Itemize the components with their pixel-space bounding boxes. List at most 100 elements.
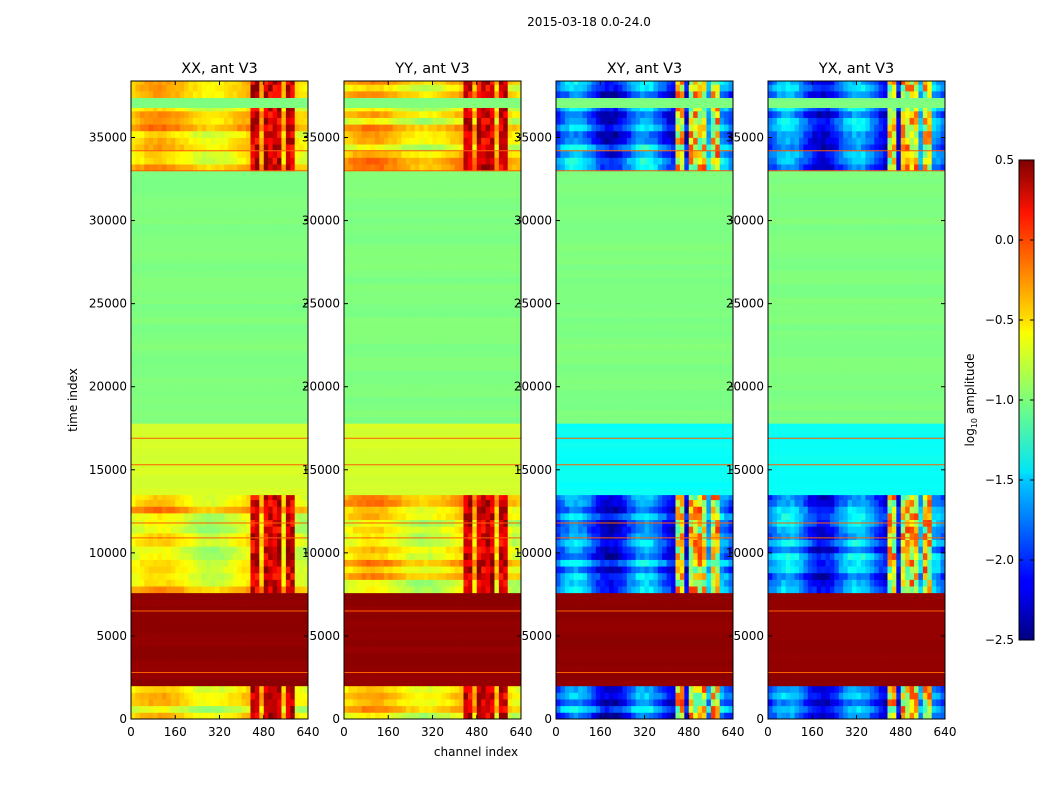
heatmap-cell bbox=[441, 579, 447, 587]
heatmap-cell bbox=[303, 625, 308, 634]
heatmap-cell bbox=[153, 454, 158, 462]
heatmap-cell bbox=[263, 84, 269, 92]
heatmap-cell bbox=[135, 84, 141, 92]
heatmap-cell bbox=[290, 665, 296, 673]
heatmap-cell bbox=[285, 645, 291, 653]
heatmap-cell bbox=[192, 170, 198, 178]
heatmap-cell bbox=[210, 552, 216, 560]
heatmap-cell bbox=[219, 488, 225, 496]
heatmap-cell bbox=[206, 237, 212, 245]
heatmap-cell bbox=[197, 712, 203, 719]
heatmap-cell bbox=[290, 416, 296, 424]
heatmap-cell bbox=[232, 316, 238, 324]
heatmap-cell bbox=[423, 559, 429, 567]
heatmap-cell bbox=[494, 665, 500, 673]
heatmap-cell bbox=[175, 117, 181, 125]
heatmap-cell bbox=[454, 592, 460, 600]
heatmap-cell bbox=[303, 303, 308, 311]
heatmap-cell bbox=[490, 679, 495, 687]
heatmap-cell bbox=[241, 423, 247, 429]
heatmap-cell bbox=[281, 370, 287, 378]
heatmap-cell bbox=[250, 210, 256, 218]
heatmap-cell bbox=[285, 170, 291, 178]
heatmap-cell bbox=[157, 499, 163, 507]
heatmap-cell bbox=[285, 144, 291, 152]
heatmap-cell bbox=[263, 390, 269, 398]
heatmap-cell bbox=[201, 599, 207, 607]
heatmap-cell bbox=[131, 599, 136, 607]
heatmap-cell bbox=[392, 552, 398, 560]
heatmap-cell bbox=[131, 539, 136, 547]
heatmap-cell bbox=[232, 606, 238, 614]
heatmap-cell bbox=[498, 625, 504, 634]
heatmap-cell bbox=[263, 217, 269, 225]
heatmap-cell bbox=[410, 699, 416, 707]
heatmap-cell bbox=[290, 652, 296, 660]
heatmap-cell bbox=[290, 336, 296, 344]
heatmap-cell bbox=[250, 197, 256, 205]
heatmap-cell bbox=[290, 403, 296, 411]
heatmap-cell bbox=[135, 672, 141, 680]
heatmap-cell bbox=[210, 137, 216, 145]
heatmap-cell bbox=[219, 552, 225, 560]
heatmap-cell bbox=[259, 117, 265, 125]
heatmap-cell bbox=[254, 263, 260, 271]
heatmap-cell bbox=[263, 184, 269, 192]
heatmap-cell bbox=[361, 632, 367, 640]
heatmap-cell bbox=[272, 150, 278, 158]
heatmap-cell bbox=[459, 652, 464, 660]
heatmap-cell bbox=[281, 263, 287, 271]
heatmap-cell bbox=[361, 579, 367, 587]
heatmap-cell bbox=[192, 454, 198, 462]
heatmap-cell bbox=[188, 468, 194, 476]
heatmap-cell bbox=[237, 619, 243, 627]
heatmap-cell bbox=[228, 164, 234, 172]
heatmap-cell bbox=[175, 370, 181, 378]
heatmap-cell bbox=[197, 685, 203, 693]
heatmap-cell bbox=[157, 566, 163, 574]
heatmap-cell bbox=[139, 526, 145, 534]
heatmap-cell bbox=[268, 559, 273, 567]
heatmap-cell bbox=[344, 592, 349, 600]
heatmap-cell bbox=[179, 572, 185, 580]
heatmap-cell bbox=[374, 699, 380, 707]
heatmap-cell bbox=[463, 632, 469, 640]
heatmap-cell bbox=[285, 217, 291, 225]
heatmap-cell bbox=[131, 685, 136, 693]
heatmap-cell bbox=[254, 376, 260, 384]
heatmap-cell bbox=[441, 632, 447, 640]
heatmap-cell bbox=[228, 639, 234, 647]
heatmap-cell bbox=[201, 316, 207, 324]
heatmap-cell bbox=[223, 692, 229, 700]
heatmap-cell bbox=[197, 81, 203, 85]
heatmap-cell bbox=[481, 712, 486, 719]
heatmap-cell bbox=[157, 474, 163, 482]
heatmap-cell bbox=[237, 283, 243, 291]
heatmap-cell bbox=[285, 124, 291, 132]
heatmap-cell bbox=[157, 599, 163, 607]
heatmap-cell bbox=[277, 150, 282, 158]
heatmap-cell bbox=[268, 665, 273, 673]
heatmap-cell bbox=[268, 110, 273, 118]
heatmap-cell bbox=[237, 110, 243, 118]
heatmap-cell bbox=[153, 672, 158, 680]
heatmap-cell bbox=[161, 217, 167, 225]
heatmap-cell bbox=[405, 606, 411, 614]
heatmap-cell bbox=[179, 336, 185, 344]
heatmap-cell bbox=[277, 310, 282, 318]
heatmap-cell bbox=[419, 632, 425, 640]
heatmap-cell bbox=[175, 170, 181, 178]
heatmap-cell bbox=[290, 150, 296, 158]
heatmap-cell bbox=[303, 330, 308, 338]
heatmap-cell bbox=[414, 592, 420, 600]
heatmap-cell bbox=[241, 409, 247, 418]
heatmap-cell bbox=[175, 468, 181, 476]
heatmap-cell bbox=[161, 705, 167, 713]
heatmap-cell bbox=[383, 665, 389, 673]
heatmap-cell bbox=[201, 526, 207, 534]
heatmap-cell bbox=[210, 428, 216, 436]
heatmap-cell bbox=[277, 665, 282, 673]
heatmap-cell bbox=[161, 230, 167, 238]
heatmap-cell bbox=[161, 270, 167, 278]
heatmap-cell bbox=[237, 606, 243, 614]
